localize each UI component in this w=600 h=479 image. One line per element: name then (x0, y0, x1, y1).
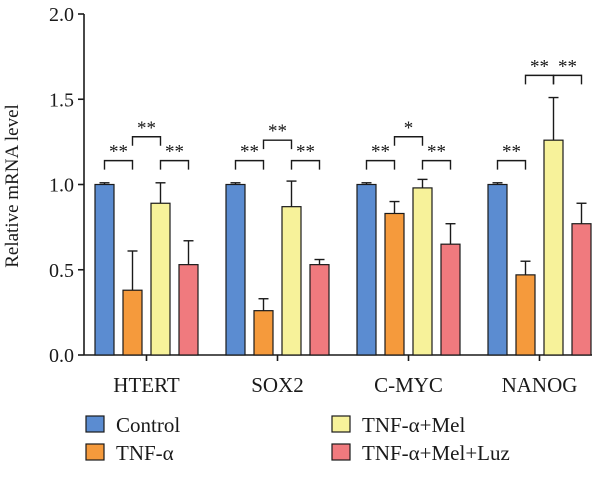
significance-label: ** (240, 142, 259, 163)
x-category-label: SOX2 (251, 373, 304, 397)
y-tick-label: 0.0 (49, 345, 74, 367)
bar (356, 183, 377, 356)
legend-label: TNF-α+Mel (362, 413, 466, 437)
bar-series (94, 139, 592, 356)
significance-label: ** (530, 56, 549, 77)
y-tick-label: 1.0 (49, 175, 74, 197)
legend-swatch (85, 443, 105, 461)
bar (571, 223, 592, 356)
bar (412, 187, 433, 356)
significance-label: ** (502, 142, 521, 163)
bar (281, 206, 302, 356)
legend-label: Control (116, 413, 180, 437)
significance-bracket (365, 159, 396, 170)
legend-label: TNF-α+Mel+Luz (362, 441, 510, 465)
significance-bracket (290, 159, 321, 170)
significance-bracket (262, 139, 293, 150)
bar (178, 264, 199, 356)
significance-bracket (103, 159, 134, 170)
significance-label: ** (165, 142, 184, 163)
x-category-label: HTERT (113, 373, 180, 397)
x-category-label: C-MYC (374, 373, 443, 397)
y-axis-label: Relative mRNA level (2, 104, 23, 268)
significance-bracket (234, 159, 265, 170)
error-bars (99, 96, 587, 311)
significance-label: ** (268, 121, 287, 142)
y-tick-label: 0.5 (49, 260, 74, 282)
legend-label: TNF-α (116, 441, 174, 465)
significance-bracket (159, 159, 190, 170)
x-axis: HTERT SOX2 C-MYC NANOG (84, 354, 592, 397)
significance-label: * (404, 118, 414, 139)
significance-label: ** (137, 118, 156, 139)
bar (94, 183, 115, 356)
y-tick-label: 2.0 (49, 4, 74, 26)
bar (515, 274, 536, 356)
bar (150, 202, 171, 356)
significance-bracket (496, 159, 527, 170)
bar (122, 289, 143, 356)
y-tick-label: 1.5 (49, 89, 74, 111)
bar (225, 183, 246, 356)
legend: Control TNF-α TNF-α+Mel TNF-α+Mel+Luz (85, 413, 510, 465)
significance-bracket (552, 74, 583, 85)
x-category-label: NANOG (502, 373, 578, 397)
bar (384, 212, 405, 356)
bar (487, 183, 508, 356)
significance-label: ** (109, 142, 128, 163)
significance-brackets: ****** ****** ***** **** ** (103, 56, 583, 170)
bar (440, 243, 461, 356)
y-axis: 0.0 0.5 1.0 1.5 2.0 (49, 4, 85, 367)
bar (253, 310, 274, 356)
bar (309, 264, 330, 356)
bar (543, 139, 564, 356)
significance-label: ** (371, 142, 390, 163)
significance-label: ** (558, 56, 577, 77)
significance-bracket (131, 136, 162, 146)
significance-bracket (393, 136, 424, 146)
significance-bracket (421, 159, 452, 170)
significance-label: ** (296, 142, 315, 163)
legend-swatch (85, 415, 105, 433)
legend-swatch (331, 415, 351, 433)
significance-label: ** (427, 142, 446, 163)
legend-swatch (331, 443, 351, 461)
